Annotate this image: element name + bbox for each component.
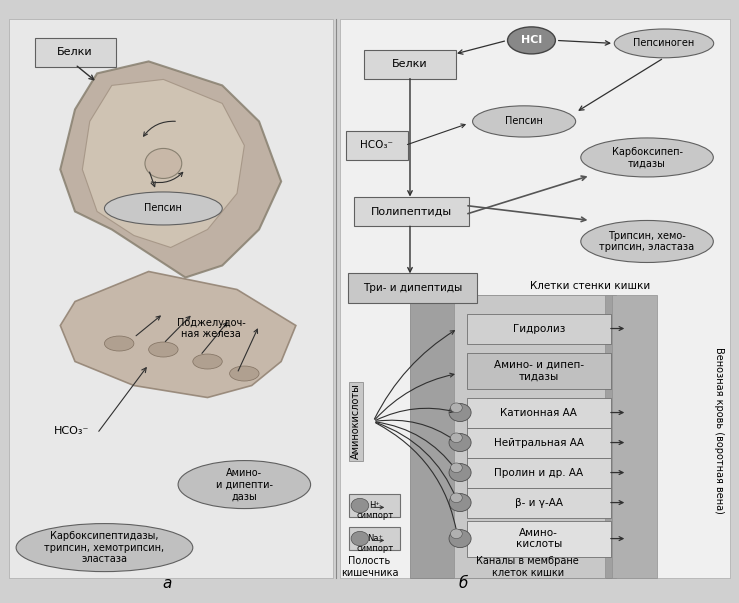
Circle shape [449, 529, 471, 548]
FancyBboxPatch shape [349, 527, 401, 550]
Text: НСО₃⁻: НСО₃⁻ [361, 140, 393, 150]
Text: Карбоксипептидазы,
трипсин, хемотрипсин,
эластаза: Карбоксипептидазы, трипсин, хемотрипсин,… [44, 531, 165, 564]
Circle shape [451, 403, 463, 412]
FancyBboxPatch shape [349, 494, 401, 517]
Circle shape [449, 403, 471, 421]
Ellipse shape [149, 342, 178, 357]
Text: Катионная АА: Катионная АА [500, 408, 577, 417]
Text: НСО₃⁻: НСО₃⁻ [54, 426, 89, 435]
FancyBboxPatch shape [454, 295, 605, 578]
Text: Карбоксипеп-
тидазы: Карбоксипеп- тидазы [612, 147, 683, 168]
Text: Каналы в мембране
клеток кишки: Каналы в мембране клеток кишки [477, 556, 579, 578]
FancyBboxPatch shape [467, 397, 610, 428]
Text: β- и γ-АА: β- и γ-АА [515, 497, 563, 508]
Text: Три- и дипептиды: Три- и дипептиды [363, 283, 462, 293]
Ellipse shape [581, 138, 713, 177]
Text: Полипептиды: Полипептиды [371, 206, 452, 216]
Text: Пролин и др. АА: Пролин и др. АА [494, 467, 583, 478]
Text: б: б [458, 576, 468, 591]
Ellipse shape [193, 354, 222, 369]
FancyBboxPatch shape [35, 38, 115, 67]
Text: H⁺: H⁺ [370, 501, 380, 510]
Text: Гидролиз: Гидролиз [513, 324, 565, 333]
Ellipse shape [104, 336, 134, 351]
FancyBboxPatch shape [467, 458, 610, 488]
FancyBboxPatch shape [348, 273, 477, 303]
Text: а: а [163, 576, 171, 591]
Circle shape [449, 494, 471, 511]
Ellipse shape [178, 461, 310, 508]
Text: Пепсиноген: Пепсиноген [633, 39, 695, 48]
Ellipse shape [230, 366, 259, 381]
Text: Амино-
кислоты: Амино- кислоты [516, 528, 562, 549]
Text: Аминокислоты: Аминокислоты [351, 384, 361, 459]
FancyBboxPatch shape [410, 295, 616, 578]
FancyBboxPatch shape [467, 428, 610, 458]
FancyBboxPatch shape [613, 295, 657, 578]
Text: Амино-
и дипепти-
дазы: Амино- и дипепти- дазы [216, 468, 273, 501]
Text: Клетки стенки кишки: Клетки стенки кишки [531, 281, 650, 291]
Text: Поджелудоч-
ная железа: Поджелудоч- ная железа [177, 318, 245, 339]
Text: Пепсин: Пепсин [144, 203, 183, 213]
Circle shape [449, 464, 471, 482]
Circle shape [451, 463, 463, 473]
Ellipse shape [16, 523, 193, 572]
FancyBboxPatch shape [340, 19, 730, 578]
FancyBboxPatch shape [355, 197, 469, 226]
FancyBboxPatch shape [467, 314, 610, 344]
FancyBboxPatch shape [467, 488, 610, 517]
Circle shape [451, 493, 463, 502]
Text: Венозная кровь (воротная вена): Венозная кровь (воротная вена) [714, 347, 724, 514]
Polygon shape [61, 271, 296, 397]
Text: Na⁺: Na⁺ [367, 534, 383, 543]
Text: Амино- и дипеп-
тидазы: Амино- и дипеп- тидазы [494, 360, 584, 381]
Ellipse shape [581, 221, 713, 262]
Text: Пепсин: Пепсин [505, 116, 543, 127]
Text: Нейтральная АА: Нейтральная АА [494, 438, 584, 447]
Ellipse shape [472, 106, 576, 137]
Ellipse shape [104, 192, 222, 225]
Polygon shape [82, 80, 245, 247]
Text: Белки: Белки [392, 60, 428, 69]
Polygon shape [61, 62, 281, 277]
FancyBboxPatch shape [9, 19, 333, 578]
Circle shape [351, 498, 369, 513]
Text: симпорт: симпорт [356, 545, 393, 554]
FancyBboxPatch shape [467, 353, 610, 388]
Text: Трипсин, хемо-
трипсин, эластаза: Трипсин, хемо- трипсин, эластаза [599, 231, 695, 252]
Ellipse shape [508, 27, 556, 54]
Text: HCl: HCl [521, 36, 542, 45]
Text: Белки: Белки [57, 48, 93, 57]
Circle shape [451, 433, 463, 443]
FancyBboxPatch shape [364, 50, 456, 79]
Circle shape [451, 529, 463, 538]
Text: Полость
кишечника: Полость кишечника [341, 556, 398, 578]
Circle shape [449, 434, 471, 452]
FancyBboxPatch shape [346, 131, 408, 160]
Circle shape [145, 148, 182, 178]
Circle shape [351, 531, 369, 546]
Text: симпорт: симпорт [356, 511, 393, 520]
FancyBboxPatch shape [467, 520, 610, 557]
Ellipse shape [614, 29, 714, 58]
